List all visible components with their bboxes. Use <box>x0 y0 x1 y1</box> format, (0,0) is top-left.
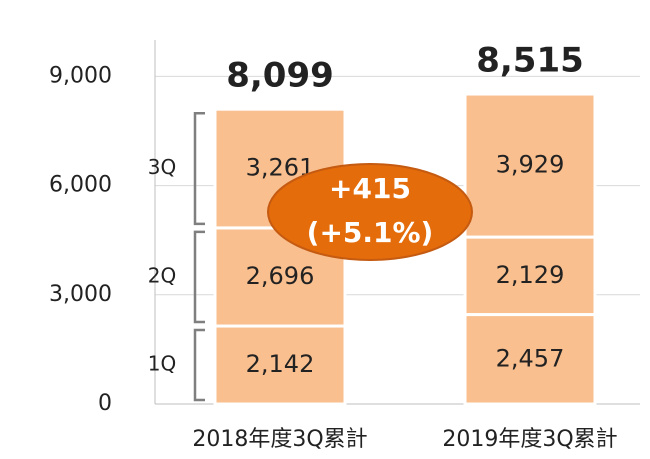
total-label: 8,099 <box>226 56 334 96</box>
series-label: 2Q <box>148 263 176 287</box>
value-label: 2,696 <box>246 262 315 290</box>
bar-segment <box>463 235 597 317</box>
annotation-bubble <box>267 163 473 261</box>
bracket <box>193 328 205 402</box>
annotation-text: +415 <box>329 172 411 205</box>
annotation-text: (+5.1%) <box>307 216 434 249</box>
value-label: 3,929 <box>496 151 565 179</box>
value-label: 2,457 <box>496 344 565 372</box>
value-label: 2,142 <box>246 350 315 378</box>
y-tick-label: 0 <box>98 391 112 416</box>
value-label: 2,129 <box>496 261 565 289</box>
bracket <box>193 111 205 226</box>
x-tick-label: 2019年度3Q累計 <box>442 427 617 452</box>
bar-segment <box>213 324 347 406</box>
bracket <box>193 230 205 324</box>
y-tick-label: 9,000 <box>49 63 112 88</box>
series-label: 3Q <box>148 155 176 179</box>
y-tick-label: 3,000 <box>49 282 112 307</box>
total-label: 8,515 <box>476 41 584 81</box>
series-label: 1Q <box>148 352 176 376</box>
x-tick-label: 2018年度3Q累計 <box>192 427 367 452</box>
y-tick-label: 6,000 <box>49 173 112 198</box>
bar-segment <box>463 92 597 239</box>
